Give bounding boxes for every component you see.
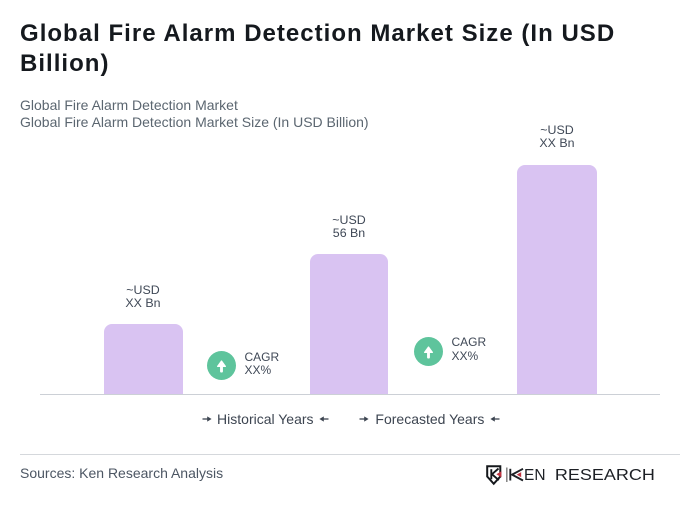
svg-text:RESEARCH: RESEARCH xyxy=(555,467,655,484)
svg-text:EN: EN xyxy=(524,467,546,484)
